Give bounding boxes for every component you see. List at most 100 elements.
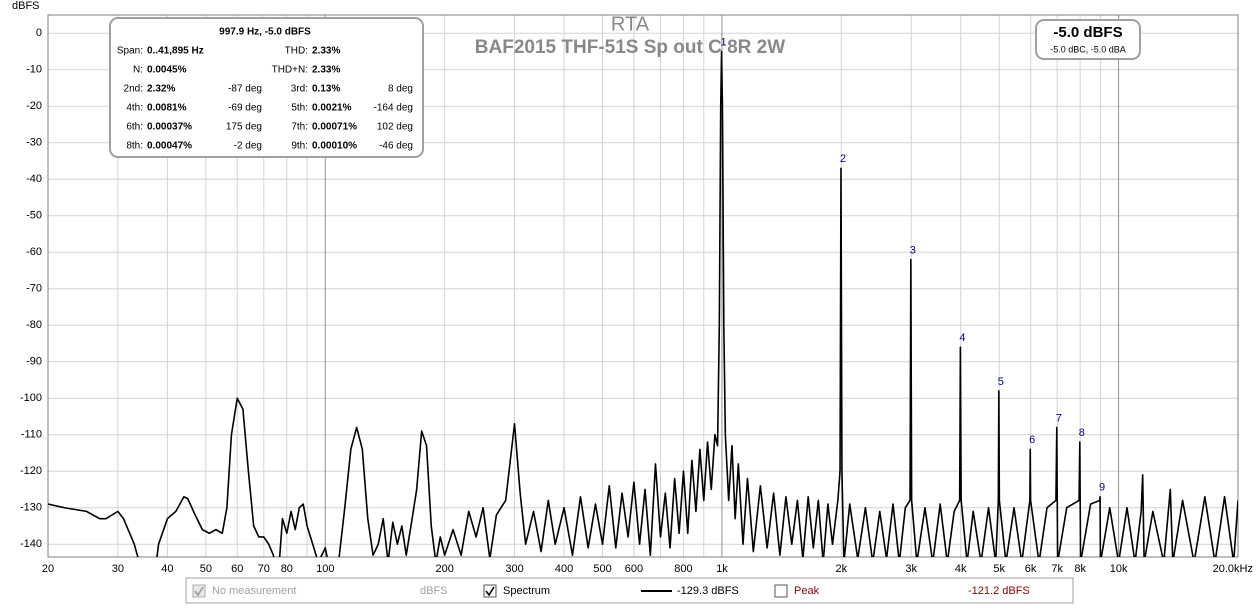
x-tick-label: 40 <box>161 563 173 575</box>
legend-readout: -129.3 dBFS <box>677 585 739 597</box>
harmonic-label: 9 <box>1099 482 1105 494</box>
level-box <box>1035 19 1141 60</box>
checkbox[interactable] <box>483 584 497 598</box>
info-label: 6th: <box>126 122 143 133</box>
x-tick-label: 400 <box>555 563 573 575</box>
x-tick-label: 70 <box>258 563 270 575</box>
y-axis-label: dBFS <box>12 0 40 12</box>
info-phase: -87 deg <box>228 84 262 95</box>
harmonic-label: 1 <box>721 36 727 48</box>
y-tick-label: -60 <box>26 246 42 258</box>
spectrum-line <box>48 50 1238 557</box>
y-tick-label: -50 <box>26 210 42 222</box>
info-phase: 175 deg <box>226 122 262 133</box>
info-value: 0.0045% <box>147 65 187 76</box>
info-label: 2nd: <box>124 84 143 95</box>
info-label: 3rd: <box>291 84 308 95</box>
checkmark <box>194 586 204 597</box>
level-sub: -5.0 dBC, -5.0 dBA <box>1050 44 1126 54</box>
info-label: 9th: <box>291 141 308 152</box>
info-label: Span: <box>117 46 143 57</box>
plot-frame <box>47 14 1239 558</box>
x-tick-label: 30 <box>112 563 124 575</box>
x-tick-label: 20.0kHz <box>1213 563 1253 575</box>
measurement-unit: dBFS <box>420 585 448 597</box>
x-tick-label: 300 <box>505 563 523 575</box>
info-label: THD: <box>285 46 308 57</box>
y-tick-label: -130 <box>20 502 42 514</box>
y-tick-label: -20 <box>26 100 42 112</box>
peak-readout: -121.2 dBFS <box>968 585 1030 597</box>
x-tick-label: 200 <box>435 563 453 575</box>
info-label: 7th: <box>291 122 308 133</box>
info-header: 997.9 Hz, -5.0 dBFS <box>219 27 311 38</box>
y-tick-label: -40 <box>26 173 42 185</box>
x-tick-label: 600 <box>625 563 643 575</box>
level-main: -5.0 dBFS <box>1053 24 1122 41</box>
x-tick-label: 3k <box>905 563 917 575</box>
x-tick-label: 4k <box>955 563 967 575</box>
info-value: 2.33% <box>312 46 340 57</box>
chart-subtitle: BAF2015 THF-51S Sp out C 8R 2W <box>475 37 785 58</box>
info-value: 2.33% <box>312 65 340 76</box>
info-phase: -46 deg <box>379 141 413 152</box>
y-tick-label: -100 <box>20 392 42 404</box>
y-tick-label: 0 <box>36 27 42 39</box>
x-tick-label: 60 <box>231 563 243 575</box>
harmonic-label: 8 <box>1079 427 1085 439</box>
checkbox[interactable] <box>774 584 788 598</box>
info-value: 0.00047% <box>147 141 192 152</box>
info-phase: -2 deg <box>234 141 262 152</box>
x-tick-label: 8k <box>1074 563 1086 575</box>
x-tick-label: 100 <box>316 563 334 575</box>
harmonic-label: 4 <box>959 332 965 344</box>
info-phase: 8 deg <box>388 84 413 95</box>
checkbox <box>192 584 206 598</box>
info-value: 0.0081% <box>147 103 187 114</box>
info-value: 0.00010% <box>312 141 357 152</box>
peak-label: Peak <box>794 585 820 597</box>
y-tick-label: -80 <box>26 319 42 331</box>
x-tick-label: 2k <box>836 563 848 575</box>
checkmark <box>485 586 495 597</box>
y-tick-label: -120 <box>20 465 42 477</box>
info-value: 0.0021% <box>312 103 352 114</box>
info-value: 0..41,895 Hz <box>147 46 204 57</box>
y-tick-label: -140 <box>20 538 42 550</box>
y-tick-label: -70 <box>26 283 42 295</box>
info-value: 0.00037% <box>147 122 192 133</box>
info-label: 4th: <box>126 103 143 114</box>
x-tick-label: 5k <box>993 563 1005 575</box>
legend-entry: Spectrum <box>503 585 550 597</box>
chart-title: RTA <box>611 13 650 35</box>
info-label: 5th: <box>291 103 308 114</box>
info-value: 2.32% <box>147 84 175 95</box>
harmonic-label: 5 <box>998 376 1004 388</box>
y-tick-label: -90 <box>26 356 42 368</box>
info-label: 8th: <box>126 141 143 152</box>
y-tick-label: -110 <box>21 429 42 441</box>
info-label: THD+N: <box>272 65 308 76</box>
x-tick-label: 20 <box>42 563 54 575</box>
x-tick-label: 7k <box>1051 563 1063 575</box>
harmonic-label: 7 <box>1056 412 1062 424</box>
harmonic-label: 6 <box>1029 434 1035 446</box>
measurement-label: No measurement <box>212 585 296 597</box>
info-panel <box>109 17 424 158</box>
info-value: 0.00071% <box>312 122 357 133</box>
info-phase: 102 deg <box>377 122 413 133</box>
x-tick-label: 50 <box>200 563 212 575</box>
info-phase: -164 deg <box>374 103 413 114</box>
x-tick-label: 80 <box>281 563 293 575</box>
info-label: N: <box>133 65 143 76</box>
info-phase: -69 deg <box>228 103 262 114</box>
y-tick-label: -30 <box>26 137 42 149</box>
x-tick-label: 10k <box>1110 563 1128 575</box>
harmonic-label: 2 <box>840 153 846 165</box>
x-tick-label: 800 <box>674 563 692 575</box>
legend-bar <box>185 577 1074 604</box>
harmonic-label: 3 <box>910 244 916 256</box>
x-tick-label: 1k <box>716 563 728 575</box>
x-tick-label: 500 <box>593 563 611 575</box>
